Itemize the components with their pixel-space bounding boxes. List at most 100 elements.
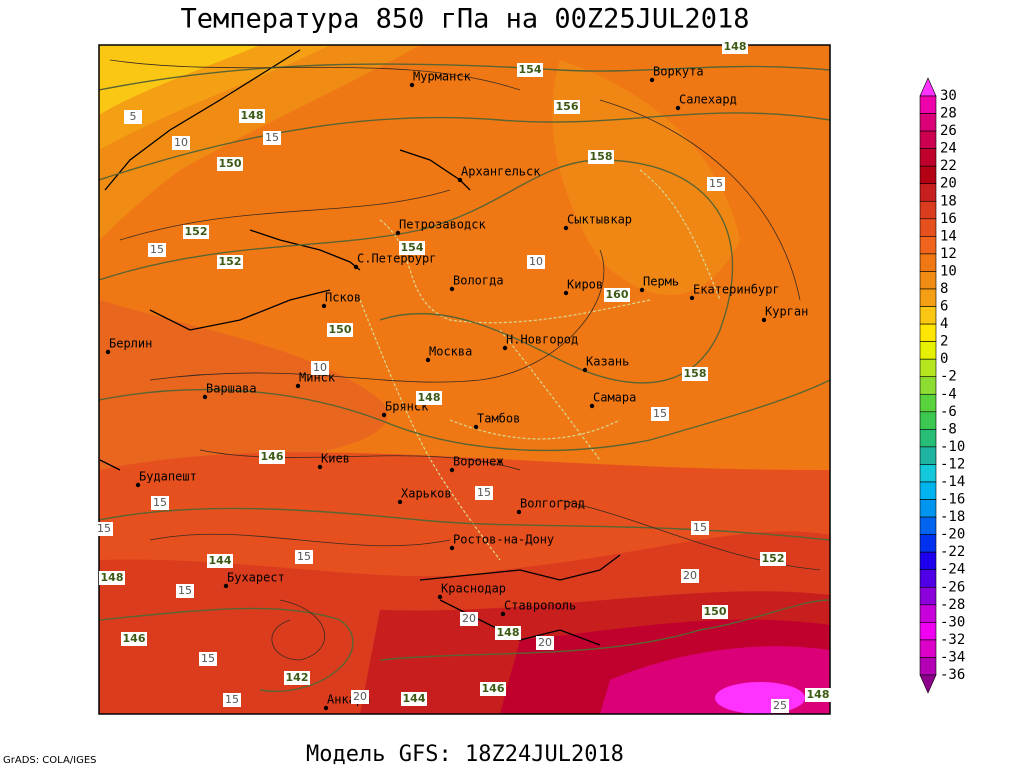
colorbar-segment bbox=[919, 341, 937, 360]
height-label-box bbox=[682, 367, 708, 381]
height-label: 152 bbox=[762, 552, 785, 565]
colorbar-segment bbox=[919, 218, 937, 237]
colorbar-label: 4 bbox=[940, 316, 948, 332]
temperature-label-box bbox=[172, 136, 190, 150]
colorbar-label: 26 bbox=[940, 123, 957, 139]
height-label: 148 bbox=[807, 688, 830, 701]
height-label-box bbox=[760, 552, 786, 566]
colorbar-segment bbox=[919, 95, 937, 114]
height-label: 148 bbox=[724, 40, 747, 53]
colorbar-label: 16 bbox=[940, 211, 957, 227]
height-label: 160 bbox=[606, 288, 629, 301]
city-dot bbox=[105, 349, 111, 355]
colorbar-segment bbox=[919, 551, 937, 571]
height-label-box bbox=[702, 605, 728, 619]
colorbar-segment bbox=[919, 306, 937, 325]
colorbar-label: 20 bbox=[940, 176, 957, 192]
colorbar-label: -12 bbox=[940, 456, 965, 472]
temperature-label: 15 bbox=[693, 521, 707, 534]
colorbar-label: -14 bbox=[940, 474, 965, 490]
temperature-label-box bbox=[176, 584, 194, 598]
height-label-box bbox=[121, 632, 147, 646]
height-label-box bbox=[495, 626, 521, 640]
city-dot bbox=[649, 77, 655, 83]
city-dot bbox=[135, 482, 141, 488]
city-label: Москва bbox=[429, 345, 472, 359]
temperature-label-box bbox=[295, 550, 313, 564]
city-dot bbox=[323, 705, 329, 711]
height-label-box bbox=[554, 100, 580, 114]
height-label-box bbox=[588, 150, 614, 164]
temperature-label: 15 bbox=[653, 407, 667, 420]
height-label: 148 bbox=[101, 571, 124, 584]
city-label: Воронеж bbox=[453, 455, 504, 469]
temperature-label-box bbox=[536, 636, 554, 650]
height-label: 146 bbox=[123, 632, 146, 645]
city-label: Ростов-на-Дону bbox=[453, 533, 554, 547]
colorbar-label: -32 bbox=[940, 632, 965, 648]
temperature-label-box bbox=[351, 690, 369, 704]
height-label-box bbox=[217, 255, 243, 269]
colorbar-segment bbox=[919, 534, 937, 553]
colorbar-label: 30 bbox=[940, 88, 957, 104]
height-label: 148 bbox=[497, 626, 520, 639]
height-label-box bbox=[722, 40, 748, 54]
city-label: Самара bbox=[593, 391, 636, 405]
height-label-box bbox=[401, 692, 427, 706]
colorbar-label: -10 bbox=[940, 439, 965, 455]
temperature-label: 20 bbox=[538, 636, 552, 649]
height-label: 154 bbox=[519, 63, 542, 76]
city-label: Будапешт bbox=[139, 470, 197, 484]
colorbar-segment bbox=[919, 393, 937, 413]
warm-field bbox=[99, 45, 260, 115]
colorbar-segment bbox=[919, 464, 937, 483]
city-label: Краснодар bbox=[441, 582, 506, 596]
city-dot bbox=[425, 357, 431, 363]
city-dot bbox=[582, 367, 588, 373]
temperature-label: 15 bbox=[477, 486, 491, 499]
temperature-label: 15 bbox=[153, 496, 167, 509]
height-label: 148 bbox=[241, 109, 264, 122]
colorbar-label: 6 bbox=[940, 299, 948, 315]
city-dot bbox=[353, 264, 359, 270]
temperature-label-box bbox=[311, 361, 329, 375]
colorbar-label: 28 bbox=[940, 106, 957, 122]
height-label-box bbox=[480, 682, 506, 696]
temperature-label-box bbox=[691, 521, 709, 535]
colorbar-segment bbox=[919, 604, 937, 623]
temperature-label: 15 bbox=[225, 693, 239, 706]
colorbar-label: 10 bbox=[940, 263, 957, 279]
height-label: 158 bbox=[684, 367, 707, 380]
colorbar-label: 22 bbox=[940, 158, 957, 174]
city-label: Н.Новгород bbox=[506, 333, 578, 347]
colorbar-segment bbox=[919, 411, 937, 430]
city-label: Екатеринбург bbox=[693, 283, 780, 297]
height-label: 150 bbox=[704, 605, 727, 618]
colorbar-segment bbox=[919, 253, 937, 272]
footer: Модель GFS: 18Z24JUL2018 bbox=[306, 742, 624, 767]
credit: GrADS: COLA/IGES bbox=[3, 755, 97, 766]
colorbar-label: 8 bbox=[940, 281, 948, 297]
city-dot bbox=[689, 295, 695, 301]
city-label: Киев bbox=[321, 452, 350, 466]
temperature-label-box bbox=[223, 693, 241, 707]
map bbox=[98, 44, 831, 715]
city-dot bbox=[449, 286, 455, 292]
height-label-box bbox=[99, 571, 125, 585]
colorbar-segment bbox=[919, 288, 937, 307]
height-label-box bbox=[259, 450, 285, 464]
temperature-label-box bbox=[95, 522, 113, 536]
city-label: Казань bbox=[586, 355, 629, 369]
city-dot bbox=[437, 594, 443, 600]
temperature-label: 15 bbox=[297, 550, 311, 563]
height-label-box bbox=[399, 241, 425, 255]
height-label-box bbox=[604, 288, 630, 302]
city-label: Ставрополь bbox=[504, 599, 576, 613]
city-label: Вологда bbox=[453, 274, 504, 288]
title: Температура 850 гПа на 00Z25JUL2018 bbox=[181, 4, 750, 35]
colorbar-label: 18 bbox=[940, 193, 957, 209]
colorbar-label: -26 bbox=[940, 579, 965, 595]
colorbar-segment bbox=[919, 516, 937, 535]
temperature-label-box bbox=[124, 110, 142, 124]
colorbar-segment bbox=[919, 323, 937, 342]
